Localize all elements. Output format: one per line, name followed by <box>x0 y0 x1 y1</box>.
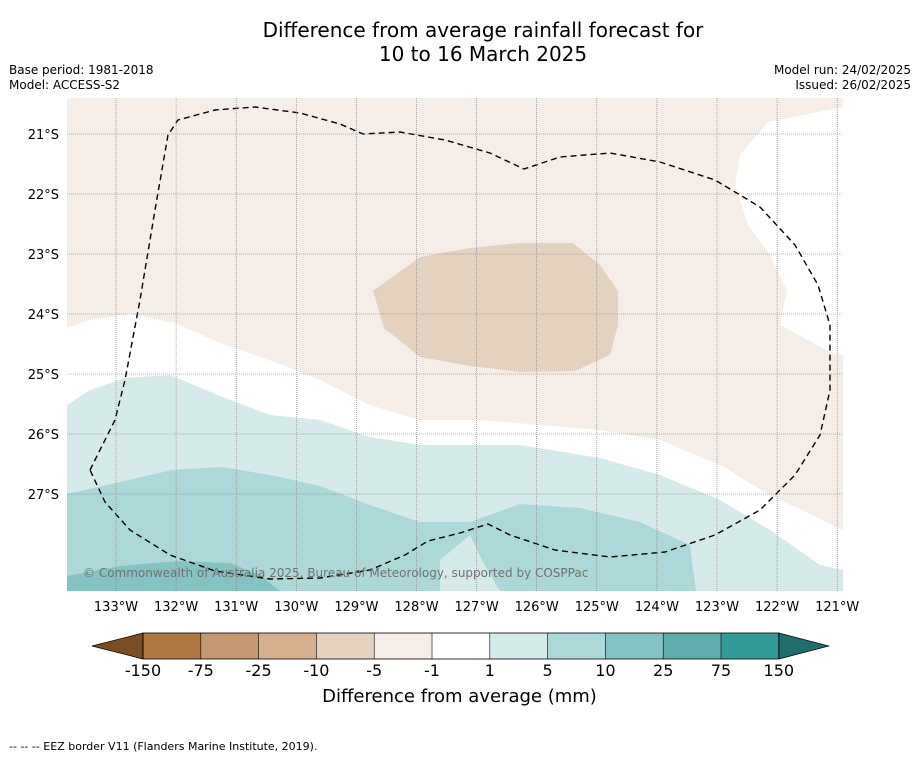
copyright-text: © Commonwealth of Australia 2025, Bureau… <box>83 566 588 580</box>
map-title: Difference from average rainfall forecas… <box>0 18 919 66</box>
colorbar-extend-low <box>91 632 144 660</box>
colorbar-segment <box>143 633 201 659</box>
lon-tick-label: 124°W <box>635 600 679 615</box>
colorbar-title: Difference from average (mm) <box>322 686 597 707</box>
colorbar-tick-label: 5 <box>543 661 553 680</box>
band-neg5-neg1-region <box>373 243 618 372</box>
colorbar-segment <box>432 633 490 659</box>
lat-tick-label: 24°S <box>28 308 59 323</box>
gridlines <box>67 98 843 591</box>
colorbar-segment <box>663 633 721 659</box>
meta-left: Base period: 1981-2018 Model: ACCESS-S2 <box>9 63 154 93</box>
lon-tick-label: 123°W <box>695 600 739 615</box>
colorbar-segment <box>316 633 375 659</box>
band-1-5-inlet <box>440 535 500 591</box>
lon-tick-label: 121°W <box>815 600 859 615</box>
lon-tick-label: 126°W <box>515 600 559 615</box>
colorbar-segment <box>258 633 317 659</box>
colorbar-tick-label: -150 <box>125 661 161 680</box>
colorbar-segment <box>547 633 606 659</box>
band-5-10-region <box>67 467 696 591</box>
colorbar-segment <box>721 633 779 659</box>
colorbar-tick-label: -75 <box>188 661 214 680</box>
colorbar-tick-label: -10 <box>303 661 329 680</box>
base-period: Base period: 1981-2018 <box>9 63 154 77</box>
model-name: Model: ACCESS-S2 <box>9 78 121 92</box>
lat-tick-label: 23°S <box>28 248 59 263</box>
colorbar-tick-label: 10 <box>595 661 615 680</box>
colorbar-extend-high <box>778 632 831 660</box>
lat-tick-label: 25°S <box>28 368 59 383</box>
lon-tick-label: 125°W <box>575 600 619 615</box>
colorbar-tick-label: -5 <box>366 661 382 680</box>
band-10-25-region <box>67 561 280 591</box>
colorbar: -150 -75 -25 -10 -5 -1 1 5 10 25 75 150 <box>91 632 831 680</box>
eez-footnote: -- -- -- EEZ border V11 (Flanders Marine… <box>9 740 318 753</box>
lon-tick-label: 132°W <box>154 600 198 615</box>
issued-date: Issued: 26/02/2025 <box>795 78 911 92</box>
colorbar-tick-label: 1 <box>485 661 495 680</box>
lon-tick-label: 127°W <box>455 600 499 615</box>
colorbar-tick-label: -1 <box>424 661 440 680</box>
eez-border <box>89 106 831 580</box>
meta-right: Model run: 24/02/2025 Issued: 26/02/2025 <box>774 63 911 93</box>
colorbar-segment <box>200 633 259 659</box>
colorbar-segment <box>374 633 432 659</box>
title-line-1: Difference from average rainfall forecas… <box>262 18 704 42</box>
colorbar-tick-label: 25 <box>653 661 673 680</box>
lon-tick-label: 133°W <box>94 600 138 615</box>
map-plot-area: © Commonwealth of Australia 2025, Bureau… <box>67 98 843 591</box>
lon-tick-label: 130°W <box>274 600 318 615</box>
latitude-labels: 21°S 22°S 23°S 24°S 25°S 26°S 27°S <box>28 128 59 503</box>
longitude-labels: 133°W 132°W 131°W 130°W 129°W 128°W 127°W 126°W… <box>94 600 860 615</box>
colorbar-segment <box>489 633 548 659</box>
title-line-2: 10 to 16 March 2025 <box>378 42 588 66</box>
lon-tick-label: 122°W <box>755 600 799 615</box>
colorbar-tick-label: 75 <box>711 661 731 680</box>
band-white-region-ne <box>735 107 843 355</box>
lon-tick-label: 128°W <box>394 600 438 615</box>
colorbar-segment <box>605 633 664 659</box>
colorbar-tick-label: -25 <box>246 661 272 680</box>
lat-tick-label: 21°S <box>28 128 59 143</box>
colorbar-tick-label: 150 <box>764 661 795 680</box>
model-run: Model run: 24/02/2025 <box>773 63 911 77</box>
lat-tick-label: 26°S <box>28 428 59 443</box>
lat-tick-label: 27°S <box>28 488 59 503</box>
lon-tick-label: 129°W <box>334 600 378 615</box>
lat-tick-label: 22°S <box>28 188 59 203</box>
lon-tick-label: 131°W <box>214 600 258 615</box>
